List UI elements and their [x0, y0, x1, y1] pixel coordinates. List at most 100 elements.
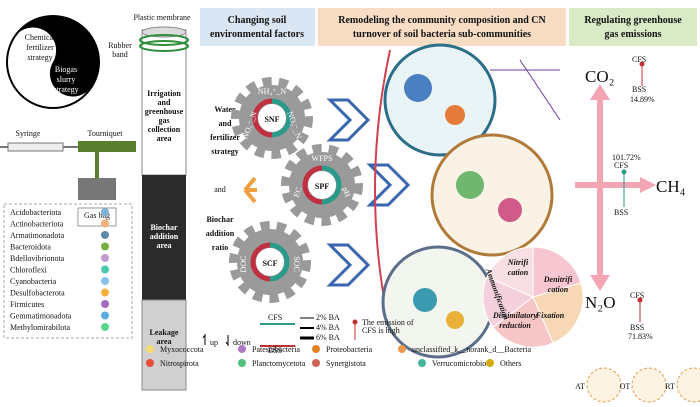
- legend-label: CFS is high: [362, 326, 400, 335]
- shape: [381, 245, 495, 359]
- sample-label: RT: [665, 382, 675, 391]
- n-process: Dissimilatory: [492, 311, 537, 320]
- legend-label: CFS: [268, 313, 282, 322]
- strategy: and: [219, 119, 232, 128]
- n-process: Denitrifi: [543, 275, 573, 284]
- label: area: [157, 134, 172, 143]
- gear-ring: [271, 98, 292, 138]
- label: Rubber: [108, 41, 132, 50]
- strategy-label: strategy: [27, 53, 52, 62]
- gas: CH₄: [656, 177, 686, 196]
- gear-ring: [250, 242, 271, 282]
- group: Acidobacteriota Actinobacteriota Armatimon…: [10, 208, 532, 368]
- label: greenhouse: [145, 107, 184, 116]
- label: collection: [148, 125, 181, 134]
- taxon-icon: [101, 300, 109, 308]
- strategy-label: slurry: [57, 75, 76, 84]
- header: Changing soil: [228, 15, 287, 26]
- shape: [383, 43, 497, 157]
- strategy: addition: [206, 229, 235, 238]
- shape: [519, 59, 561, 121]
- header: environmental factors: [210, 29, 304, 40]
- group: [482, 246, 584, 348]
- legend-label: BSS: [268, 346, 282, 355]
- label: BSS: [632, 85, 646, 94]
- shape: [243, 176, 257, 204]
- taxon: Verrucomicrobiota: [432, 359, 492, 368]
- label: and: [158, 98, 171, 107]
- gear-ring: [302, 165, 323, 205]
- gear-factor: EC: [292, 186, 304, 199]
- shape: [486, 246, 534, 298]
- label: BSS: [614, 208, 628, 217]
- header: Regulating greenhouse: [584, 15, 682, 26]
- taxon-icon: [101, 323, 109, 331]
- gear-teeth: [231, 77, 313, 159]
- label: CFS: [630, 291, 644, 300]
- taxon-icon: [101, 288, 109, 297]
- taxon: Planctomycetota: [252, 359, 306, 368]
- gear-center: [256, 248, 284, 276]
- n-process: cation: [548, 285, 569, 294]
- label: Irrigation: [147, 89, 181, 98]
- taxon-icon: [101, 231, 109, 239]
- shape: [639, 61, 645, 67]
- label: area: [157, 337, 172, 346]
- taxon: Bdellovibrionota: [10, 254, 65, 263]
- gear-ring: [321, 165, 342, 205]
- gear-factor: WFPS: [312, 154, 333, 163]
- shape: [492, 296, 554, 348]
- shape: [482, 276, 534, 328]
- group: up down CFS BSS 2% BA 4% BA 6% BA The em…: [210, 313, 414, 355]
- shape: [141, 299, 187, 391]
- percentage: 14.89%: [630, 95, 655, 104]
- gas: CO₂: [585, 67, 615, 86]
- taxon: Cyanobacteria: [10, 277, 57, 286]
- header: Remodeling the community composition and…: [338, 15, 546, 26]
- label: Syringe: [16, 129, 41, 138]
- taxon: Chloroflexi: [10, 266, 48, 275]
- shape: [532, 282, 584, 344]
- group: AT OT RT: [575, 367, 700, 403]
- taxon-icon: [101, 277, 109, 285]
- shape: [95, 152, 99, 178]
- legend-label: 4% BA: [316, 323, 340, 332]
- shape: [142, 175, 186, 300]
- taxon: Patescibacteria: [252, 345, 300, 354]
- taxon: Acidobacteriota: [10, 208, 62, 217]
- strategy-label: strategy: [53, 85, 78, 94]
- shape: [621, 169, 627, 175]
- label: CFS: [632, 55, 646, 64]
- legend-label: 6% BA: [316, 333, 340, 342]
- taxon-icon: [312, 345, 320, 353]
- shape: [3, 203, 133, 339]
- label: CFS: [614, 161, 628, 170]
- gear-factor: NH₄⁺_N: [258, 87, 287, 96]
- shape: [366, 163, 411, 207]
- taxon-icon: [101, 265, 109, 274]
- shape: [139, 34, 189, 46]
- taxon-icon: [101, 311, 109, 320]
- taxon-icon: [398, 345, 406, 353]
- strategy: Biochar: [206, 215, 234, 224]
- gear-center: [308, 171, 336, 199]
- taxon-icon: [238, 345, 246, 353]
- label: Leakage: [150, 328, 179, 337]
- strategy: strategy: [211, 147, 239, 156]
- gear-teeth: [229, 221, 311, 303]
- shape: [77, 207, 117, 227]
- legend-label: up: [210, 338, 218, 347]
- shape: [202, 333, 229, 347]
- strategy: and: [214, 185, 226, 194]
- shape: [637, 297, 643, 303]
- label: gas: [158, 116, 169, 125]
- label: BSS: [630, 323, 644, 332]
- taxon-icon: [101, 219, 109, 228]
- taxon: Myxococcota: [160, 345, 204, 354]
- gear-label: SNF: [264, 115, 279, 124]
- sample-icon: [676, 367, 700, 403]
- shape: [78, 178, 116, 200]
- taxon-icon: [312, 359, 320, 367]
